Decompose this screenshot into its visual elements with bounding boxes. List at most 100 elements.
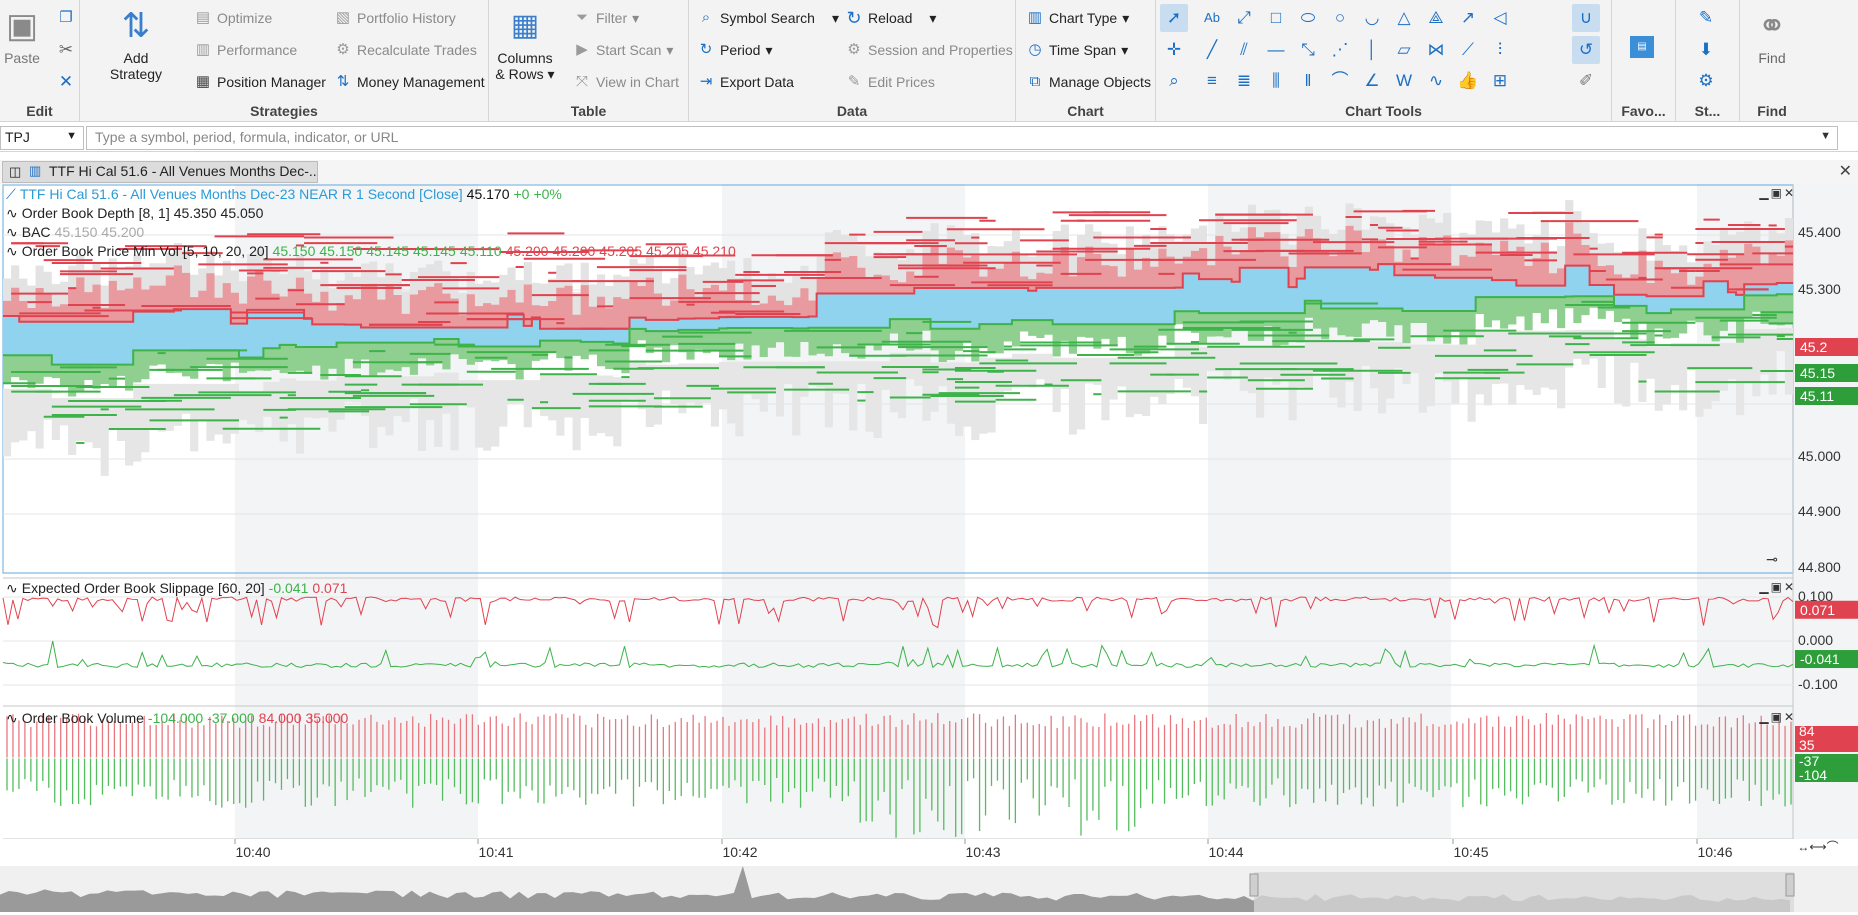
- price-axis-label: 44.900: [1798, 503, 1841, 519]
- time-zones-icon[interactable]: ‖: [1304, 71, 1312, 90]
- manage-objects-button[interactable]: ⧉ Manage Objects: [1026, 73, 1151, 91]
- arrow-tool-icon[interactable]: ⤢: [1237, 8, 1251, 27]
- ellipse-tool-icon[interactable]: ⬭: [1300, 8, 1316, 27]
- horizontal-line-icon[interactable]: ―: [1267, 40, 1285, 59]
- performance-button[interactable]: ▥ Performance: [195, 41, 298, 58]
- optimize-button[interactable]: ▤ Optimize: [195, 9, 273, 26]
- slippage-green-tag-bg: [1795, 650, 1858, 669]
- vertical-line-icon[interactable]: │: [1366, 40, 1378, 59]
- triangle-tool-icon[interactable]: △: [1397, 8, 1411, 27]
- command-input[interactable]: Type a symbol, period, formula, indicato…: [86, 126, 1838, 150]
- copy-icon[interactable]: ❐: [59, 9, 73, 26]
- columns-rows-button[interactable]: ▦ Columns & Rows ▾: [493, 6, 557, 82]
- rectangle-tool-icon[interactable]: □: [1270, 8, 1282, 27]
- snap-icon[interactable]: ↺: [1572, 36, 1600, 64]
- slippage-pane-controls[interactable]: ▁▣✕: [1759, 580, 1796, 594]
- fan-tool-icon[interactable]: ⟁: [1428, 8, 1444, 27]
- time-axis-label: 10:44: [1208, 844, 1243, 860]
- volume-tag-104: -104: [1799, 767, 1827, 783]
- parallel-lines-icon[interactable]: ⫽: [1240, 40, 1248, 59]
- wave-tool-icon[interactable]: ∿: [1428, 71, 1444, 90]
- gann-tool-icon[interactable]: ↗: [1460, 8, 1476, 27]
- symbol-select[interactable]: TPJ ▼: [0, 126, 84, 150]
- volume-legend: ∿ Order Book Volume -104.000 -37.000 84.000 3…: [6, 710, 349, 726]
- pitchfork-tool-icon[interactable]: ◁: [1493, 8, 1507, 27]
- fib-fan-icon[interactable]: ⟋: [1462, 40, 1474, 59]
- magnet-icon[interactable]: ∪: [1572, 4, 1600, 32]
- parallelogram-icon[interactable]: ▱: [1397, 40, 1411, 59]
- cut-icon[interactable]: ✂: [58, 40, 74, 59]
- main-pane-controls[interactable]: ▁▣✕: [1759, 186, 1796, 200]
- edit-prices-button[interactable]: ✎ Edit Prices: [845, 73, 935, 91]
- crosshair-icon[interactable]: ✛: [1166, 40, 1182, 59]
- edit-prices-icon: ✎: [847, 73, 861, 90]
- cycle-lines-icon[interactable]: ⫼: [1272, 71, 1280, 90]
- optimize-icon: ▤: [195, 9, 211, 26]
- chart-area[interactable]: 45.400 45.300 45.000 44.900 44.800 45.2 45.15 4…: [0, 184, 1858, 912]
- favorites-group-title: Favo...: [1621, 103, 1666, 119]
- brush-icon[interactable]: ✎: [1698, 8, 1714, 27]
- ask-line: [3, 263, 1793, 330]
- portfolio-history-button[interactable]: ▧ Portfolio History: [335, 9, 456, 26]
- eraser-icon[interactable]: ✐: [1578, 71, 1594, 90]
- position-manager-button[interactable]: ▦ Position Manager: [195, 73, 326, 90]
- volume-tag-84: 84: [1799, 723, 1815, 739]
- paste-button[interactable]: ▣ Paste: [2, 6, 42, 66]
- zoom-icon[interactable]: ⌕: [1169, 71, 1179, 90]
- fib-extension-icon[interactable]: ≣: [1236, 71, 1252, 90]
- volume-pane-controls[interactable]: ▁▣✕: [1759, 710, 1796, 724]
- add-strategy-icon: ⇅: [121, 7, 151, 45]
- chart-group: ▥ Chart Type ▾ ◷ Time Span ▾ ⧉ Manage Objec…: [1016, 0, 1156, 122]
- time-axis-label: 10:43: [965, 844, 1000, 860]
- slippage-red-tag-bg: [1795, 600, 1858, 619]
- arc-tool-icon[interactable]: ◡: [1364, 8, 1380, 27]
- ray-tool-icon[interactable]: ⤡: [1301, 40, 1315, 59]
- angle-tool-icon[interactable]: ∠: [1364, 71, 1380, 90]
- period-icon: ↻: [699, 41, 713, 58]
- recalculate-trades-button[interactable]: ⚙ Recalculate Trades: [334, 41, 477, 59]
- insert-study-icon[interactable]: ⬇: [1698, 40, 1714, 59]
- time-axis-label: 10:45: [1453, 844, 1488, 860]
- fib-time-icon[interactable]: ⫶: [1497, 40, 1503, 59]
- thumbs-up-icon[interactable]: 👍: [1457, 71, 1479, 90]
- spread-area: [3, 264, 1793, 365]
- close-icon[interactable]: ✕: [1838, 163, 1852, 180]
- ask-price-tag-bg: [1795, 338, 1858, 356]
- elliott-wave-icon[interactable]: W: [1395, 71, 1413, 90]
- chart-tools-group: ➚ ✛ ⌕ Ab ⤢ □ ⬭ ○ ◡ △ ⟁ ↗ ◁ ∪ ╱ ⫽ ― ⤡ ⋰ │…: [1156, 0, 1612, 122]
- fib-arcs-icon[interactable]: ⌒: [1331, 71, 1349, 90]
- line-tool-icon[interactable]: ╱: [1206, 40, 1218, 59]
- performance-icon: ▥: [195, 41, 211, 58]
- export-data-button[interactable]: ⇥ Export Data: [697, 73, 794, 91]
- time-span-button[interactable]: ◷ Time Span ▾: [1026, 41, 1128, 59]
- delete-icon[interactable]: ✕: [58, 72, 74, 91]
- chart-canvas[interactable]: 45.400 45.300 45.000 44.900 44.800 45.2 45.15 4…: [0, 184, 1858, 912]
- paste-icon: ▣: [5, 7, 39, 45]
- symbol-search-button[interactable]: ⌕ Symbol Search ▾: [697, 9, 839, 27]
- chart-tab[interactable]: ◫ ▥ TTF Hi Cal 51.6 - All Venues Months …: [2, 161, 318, 183]
- filter-button[interactable]: ⏷ Filter ▾: [573, 9, 639, 27]
- bowtie-icon[interactable]: ⋈: [1427, 40, 1445, 59]
- circle-tool-icon[interactable]: ○: [1334, 8, 1346, 27]
- money-management-button[interactable]: ⇅ Money Management: [334, 73, 485, 91]
- reload-button[interactable]: ↻ Reload ▾: [846, 8, 937, 28]
- period-button[interactable]: ↻ Period ▾: [697, 41, 773, 59]
- chart-type-button[interactable]: ▥ Chart Type ▾: [1027, 9, 1130, 26]
- export-icon: ⇥: [699, 73, 713, 90]
- start-scan-button[interactable]: ▶ Start Scan ▾: [573, 41, 673, 59]
- settings-gear-icon[interactable]: ⚙: [1698, 71, 1714, 90]
- find-button[interactable]: ⚭ Find: [1744, 6, 1800, 66]
- chart-icon: ▥: [29, 163, 42, 178]
- channel-tool-icon[interactable]: ⋰: [1331, 40, 1349, 59]
- favorite-indicator-icon[interactable]: ▤: [1630, 36, 1654, 58]
- pointer-icon[interactable]: ➚: [1160, 4, 1188, 32]
- chevron-down-icon: ▼: [66, 130, 77, 142]
- add-strategy-button[interactable]: ⇅ Add Strategy: [96, 6, 176, 82]
- fib-retracement-icon[interactable]: ≡: [1207, 71, 1217, 90]
- session-properties-button[interactable]: ⚙ Session and Properties: [845, 41, 1013, 59]
- text-tool-icon[interactable]: Ab: [1204, 10, 1220, 25]
- session-icon: ⚙: [847, 41, 861, 58]
- fib-grid-icon[interactable]: ⊞: [1492, 71, 1508, 90]
- view-in-chart-button[interactable]: ⤧ View in Chart: [573, 73, 679, 91]
- chart-group-title: Chart: [1067, 103, 1104, 119]
